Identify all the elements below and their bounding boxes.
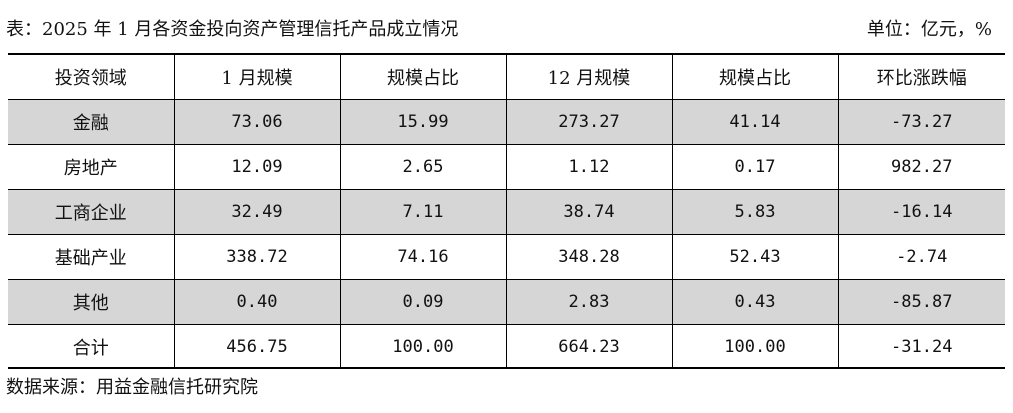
table-row: 工商企业 32.49 7.11 38.74 5.83 -16.14 xyxy=(8,189,1005,235)
row-label: 金融 xyxy=(8,99,174,145)
source-note: 数据来源：用益金融信托研究院 xyxy=(6,377,258,398)
table-cell: 41.14 xyxy=(671,99,838,145)
data-table: 投资领域 1 月规模 规模占比 12 月规模 规模占比 环比涨跌幅 金融 73.… xyxy=(8,55,1005,369)
table-row: 房地产 12.09 2.65 1.12 0.17 982.27 xyxy=(8,144,1005,190)
table-cell: 273.27 xyxy=(505,99,672,145)
table-cell: -85.87 xyxy=(837,279,1005,325)
table-cell: 2.83 xyxy=(505,279,672,325)
row-label: 基础产业 xyxy=(8,234,174,280)
table-total-row: 合计 456.75 100.00 664.23 100.00 -31.24 xyxy=(8,324,1005,369)
table-cell: 1.12 xyxy=(505,144,672,190)
row-label: 合计 xyxy=(8,324,174,369)
row-label: 房地产 xyxy=(8,144,174,190)
header-cell: 12 月规模 xyxy=(505,55,672,100)
data-table-container: 投资领域 1 月规模 规模占比 12 月规模 规模占比 环比涨跌幅 金融 73.… xyxy=(8,53,1005,369)
table-row: 基础产业 338.72 74.16 348.28 52.43 -2.74 xyxy=(8,234,1005,280)
table-cell: -16.14 xyxy=(837,189,1005,235)
table-cell: 664.23 xyxy=(505,324,672,369)
header-cell: 规模占比 xyxy=(339,55,506,100)
table-caption: 表：2025 年 1 月各资金投向资产管理信托产品成立情况 单位：亿元，% xyxy=(6,16,1006,44)
table-cell: 15.99 xyxy=(339,99,506,145)
table-cell: 0.17 xyxy=(671,144,838,190)
row-label: 其他 xyxy=(8,279,174,325)
row-label: 工商企业 xyxy=(8,189,174,235)
table-cell: 100.00 xyxy=(671,324,838,369)
table-cell: 74.16 xyxy=(339,234,506,280)
unit-label: 单位：亿元，% xyxy=(866,19,992,40)
table-row: 其他 0.40 0.09 2.83 0.43 -85.87 xyxy=(8,279,1005,325)
table-cell: 12.09 xyxy=(173,144,340,190)
table-cell: 0.40 xyxy=(173,279,340,325)
table-cell: 73.06 xyxy=(173,99,340,145)
table-cell: 32.49 xyxy=(173,189,340,235)
table-cell: 100.00 xyxy=(339,324,506,369)
table-cell: 0.43 xyxy=(671,279,838,325)
table-cell: 456.75 xyxy=(173,324,340,369)
header-cell: 1 月规模 xyxy=(173,55,340,100)
table-cell: 52.43 xyxy=(671,234,838,280)
table-cell: 338.72 xyxy=(173,234,340,280)
table-header-row: 投资领域 1 月规模 规模占比 12 月规模 规模占比 环比涨跌幅 xyxy=(8,55,1005,100)
table-cell: 982.27 xyxy=(837,144,1005,190)
header-cell: 规模占比 xyxy=(671,55,838,100)
header-cell: 投资领域 xyxy=(54,68,127,89)
table-cell: -73.27 xyxy=(837,99,1005,145)
table-cell: 7.11 xyxy=(339,189,506,235)
table-cell: 38.74 xyxy=(505,189,672,235)
table-row: 金融 73.06 15.99 273.27 41.14 -73.27 xyxy=(8,99,1005,145)
table-cell: 5.83 xyxy=(671,189,838,235)
table-cell: -31.24 xyxy=(837,324,1005,369)
table-cell: 2.65 xyxy=(339,144,506,190)
table-cell: -2.74 xyxy=(837,234,1005,280)
header-cell: 环比涨跌幅 xyxy=(837,55,1005,100)
table-title: 表：2025 年 1 月各资金投向资产管理信托产品成立情况 xyxy=(6,19,459,40)
table-cell: 348.28 xyxy=(505,234,672,280)
table-cell: 0.09 xyxy=(339,279,506,325)
